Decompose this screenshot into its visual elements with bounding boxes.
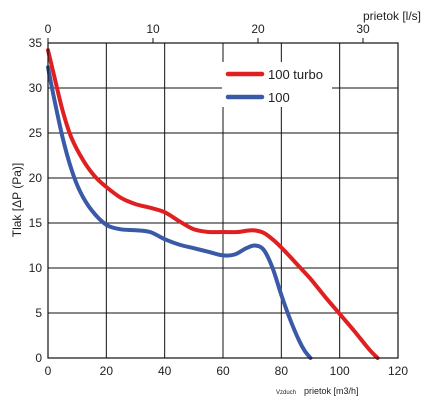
y-tick-label: 35 (29, 36, 43, 50)
x-tick-label: 0 (45, 364, 52, 378)
legend-label-100: 100 (268, 90, 290, 105)
y-tick-label: 10 (29, 261, 43, 275)
legend-label-100-turbo: 100 turbo (268, 67, 323, 82)
top-tick-label: 0 (45, 22, 52, 36)
x-tick-label: 120 (388, 364, 408, 378)
y-tick-label: 30 (29, 81, 43, 95)
legend-background (222, 62, 332, 107)
legend: 100 turbo 100 (222, 62, 332, 107)
y-axis-label: Tlak [ΔP (Pa)] (10, 163, 24, 237)
y-tick-label: 20 (29, 171, 43, 185)
x-tick-label: 60 (216, 364, 230, 378)
series-lines (46, 48, 380, 360)
x-axis-label-prefix: Vzduch (276, 390, 296, 396)
x-tick-label: 100 (330, 364, 350, 378)
y-tick-label: 0 (35, 351, 42, 365)
x-tick-label: 40 (158, 364, 172, 378)
top-axis-label: prietok [l/s] (363, 9, 421, 23)
x-tick-label: 80 (275, 364, 289, 378)
series-line-100-turbo (46, 48, 380, 360)
top-tick-label: 20 (251, 22, 265, 36)
y-tick-label: 15 (29, 216, 43, 230)
top-tick-label: 30 (356, 22, 370, 36)
top-tick-label: 10 (146, 22, 160, 36)
y-tick-label: 25 (29, 126, 43, 140)
y-tick-label: 5 (35, 306, 42, 320)
x-tick-label: 20 (100, 364, 114, 378)
plot-frame (47, 42, 399, 359)
series-line-100 (46, 65, 313, 360)
x-axis-label: prietok [m3/h] (304, 386, 359, 396)
